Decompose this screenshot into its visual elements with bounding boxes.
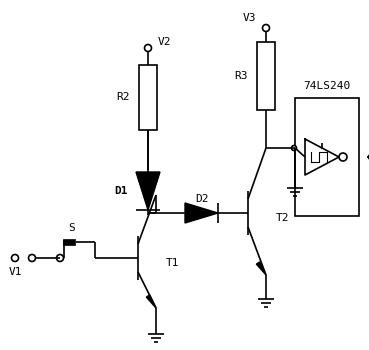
- Polygon shape: [256, 262, 266, 275]
- Circle shape: [28, 254, 35, 261]
- Text: R2: R2: [117, 92, 130, 103]
- Polygon shape: [146, 295, 156, 308]
- Bar: [63, 239, 75, 245]
- Polygon shape: [136, 172, 160, 210]
- Bar: [295, 98, 359, 216]
- Circle shape: [292, 146, 297, 150]
- Text: 74LS240: 74LS240: [303, 81, 351, 91]
- Circle shape: [11, 254, 18, 261]
- Bar: [257, 42, 275, 110]
- Polygon shape: [185, 203, 218, 223]
- Text: T1: T1: [166, 258, 179, 268]
- Circle shape: [262, 25, 269, 32]
- Text: T2: T2: [276, 213, 290, 223]
- Text: V1: V1: [8, 267, 22, 277]
- Text: D2: D2: [195, 194, 208, 204]
- Bar: [139, 65, 157, 130]
- Text: R3: R3: [235, 71, 248, 81]
- Text: V2: V2: [158, 37, 172, 47]
- Text: V3: V3: [242, 13, 256, 23]
- Text: S: S: [69, 223, 75, 233]
- Circle shape: [145, 44, 152, 51]
- Circle shape: [56, 254, 63, 261]
- Circle shape: [339, 153, 347, 161]
- Text: D1: D1: [114, 186, 128, 196]
